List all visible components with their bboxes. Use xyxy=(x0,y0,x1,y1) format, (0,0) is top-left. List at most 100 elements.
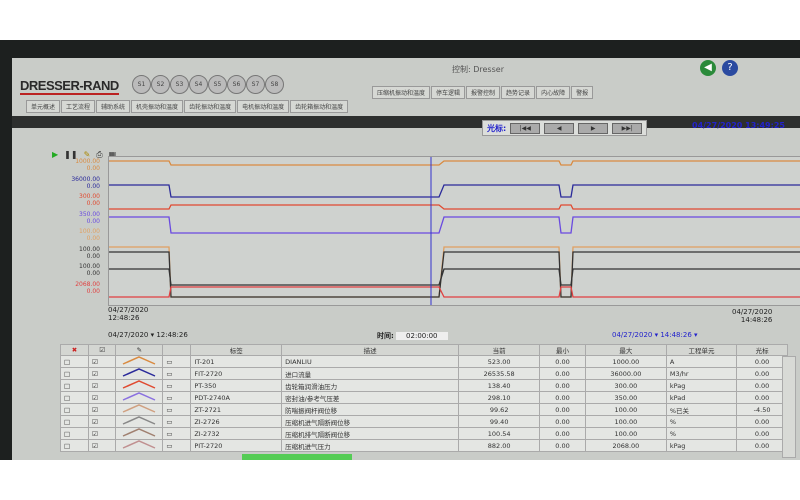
tab-top-5[interactable]: 警报 xyxy=(571,86,594,99)
delete-checkbox[interactable]: □ xyxy=(59,403,90,416)
range-end[interactable]: 04/27/2020 ▾ 14:48:26 ▾ xyxy=(612,331,698,339)
trend-chart[interactable] xyxy=(108,156,800,306)
help-icon[interactable]: ? xyxy=(722,60,738,76)
visible-checkbox[interactable]: ☑ xyxy=(88,367,117,380)
table-row[interactable]: □ ☑ ▭ PT-350 齿轮箱润滑油压力 138.40 0.00 300.00 kPag 0.0… xyxy=(59,379,788,392)
range-end-date[interactable]: 04/27/2020 xyxy=(612,331,653,339)
cursor-prev-button[interactable]: ◀ xyxy=(544,122,575,134)
scale-cell[interactable]: ▭ xyxy=(162,355,192,368)
duration-input[interactable]: 02:00:00 xyxy=(396,332,448,340)
pen-color-swatch[interactable] xyxy=(115,415,164,428)
delete-checkbox[interactable]: □ xyxy=(59,367,90,380)
table-row[interactable]: □ ☑ ▭ PIT-2720 压缩机进气压力 882.00 0.00 2068.00 kPag 0… xyxy=(59,439,788,452)
scale-cell[interactable]: ▭ xyxy=(162,403,192,416)
table-row[interactable]: □ ☑ ▭ PDT-2740A 密封油/参考气压差 298.10 0.00 350.00 kPa… xyxy=(59,391,788,404)
end-date: 04/27/2020 xyxy=(732,308,773,316)
visible-checkbox[interactable]: ☑ xyxy=(88,379,117,392)
max-header: 最大 xyxy=(584,344,667,356)
delete-checkbox[interactable]: □ xyxy=(59,439,90,452)
scale-header xyxy=(162,344,192,356)
table-row[interactable]: □ ☑ ▭ ZI-2732 压缩机排气隔断阀位移 100.54 0.00 100.00% 0.0… xyxy=(59,427,788,440)
unit-button-S6[interactable]: S6 xyxy=(227,75,246,94)
grid-icon[interactable]: ▦ xyxy=(108,150,117,159)
tab-top-2[interactable]: 报警控制 xyxy=(466,86,501,99)
tab-bottom-6[interactable]: 齿轮箱振动和温度 xyxy=(290,100,349,113)
tab-top-4[interactable]: 内心故障 xyxy=(536,86,571,99)
unit-button-S7[interactable]: S7 xyxy=(246,75,265,94)
range-start-date[interactable]: 04/27/2020 xyxy=(108,331,149,339)
tab-bottom-4[interactable]: 齿轮振动和温度 xyxy=(184,100,237,113)
unit-button-S8[interactable]: S8 xyxy=(265,75,284,94)
scale-cell[interactable]: ▭ xyxy=(162,415,192,428)
tab-bottom-5[interactable]: 电机振动和温度 xyxy=(237,100,290,113)
range-start-time[interactable]: 12:48:26 xyxy=(156,331,188,339)
tab-bottom-1[interactable]: 工艺流程 xyxy=(61,100,96,113)
min-cell: 0.00 xyxy=(539,439,586,452)
table-scrollbar[interactable] xyxy=(782,356,796,458)
range-start[interactable]: 04/27/2020 ▾ 12:48:26 xyxy=(108,331,188,339)
min-cell: 0.00 xyxy=(539,367,586,380)
axis-max-3: 350.00 xyxy=(79,210,100,218)
table-row[interactable]: □ ☑ ▭ ZT-2721 防喘振阀杆阀位移 99.62 0.00 100.00 %已关 -4.5… xyxy=(59,403,788,416)
visible-checkbox[interactable]: ☑ xyxy=(88,415,117,428)
pause-icon[interactable]: ❚❚ xyxy=(64,150,78,159)
pen-color-swatch[interactable] xyxy=(115,403,164,416)
range-end-time[interactable]: 14:48:26 xyxy=(660,331,692,339)
visible-checkbox[interactable]: ☑ xyxy=(88,427,117,440)
table-row[interactable]: □ ☑ ▭ ZI-2726 压缩机进气隔断阀位移 99.40 0.00 100.00% 0.00 xyxy=(59,415,788,428)
delete-checkbox[interactable]: □ xyxy=(59,379,90,392)
pen-icon[interactable]: ✎ xyxy=(83,150,91,159)
tab-bottom-3[interactable]: 机壳振动和温度 xyxy=(131,100,184,113)
delete-checkbox[interactable]: □ xyxy=(59,415,90,428)
tag-cell: PIT-2720 xyxy=(190,439,283,452)
pen-color-swatch[interactable] xyxy=(115,379,164,392)
delete-icon[interactable]: ✖ xyxy=(59,344,90,356)
pen-color-swatch[interactable] xyxy=(115,427,164,440)
table-row[interactable]: □ ☑ ▭ IT-201 DIANLIU 523.00 0.00 1000.00 A 0.00 xyxy=(59,355,788,368)
visible-checkbox[interactable]: ☑ xyxy=(88,403,117,416)
unit-button-S4[interactable]: S4 xyxy=(189,75,208,94)
unit-button-S1[interactable]: S1 xyxy=(132,75,151,94)
scale-cell[interactable]: ▭ xyxy=(162,367,192,380)
print-icon[interactable]: ⎙ xyxy=(96,150,103,159)
scale-cell[interactable]: ▭ xyxy=(162,379,192,392)
pen-color-swatch[interactable] xyxy=(115,367,164,380)
current-cell: 99.62 xyxy=(458,403,541,416)
max-cell: 36000.00 xyxy=(584,367,667,380)
pen-color-swatch[interactable] xyxy=(115,439,164,452)
tab-top-0[interactable]: 压缩机振动和温度 xyxy=(372,86,431,99)
trend-line-0 xyxy=(109,160,800,166)
cursor-first-button[interactable]: |◀◀ xyxy=(510,122,541,134)
cursor-next-button[interactable]: ▶ xyxy=(578,122,609,134)
delete-checkbox[interactable]: □ xyxy=(59,355,90,368)
tab-top-1[interactable]: 停车逻辑 xyxy=(431,86,466,99)
current-header: 当前 xyxy=(458,344,541,356)
top-tab-row: 压缩机振动和温度 停车逻辑 报警控制 趋势记录 内心故障 警报 xyxy=(372,86,594,99)
tab-top-3[interactable]: 趋势记录 xyxy=(501,86,536,99)
scale-cell[interactable]: ▭ xyxy=(162,439,192,452)
axis-min-4: 0.00 xyxy=(86,235,100,242)
tab-bottom-0[interactable]: 单元概述 xyxy=(26,100,61,113)
trend-line-4 xyxy=(109,246,800,298)
visible-checkbox[interactable]: ☑ xyxy=(88,391,117,404)
unit-button-S5[interactable]: S5 xyxy=(208,75,227,94)
visible-checkbox[interactable]: ☑ xyxy=(88,355,117,368)
min-cell: 0.00 xyxy=(539,415,586,428)
play-icon[interactable]: ▶ xyxy=(52,150,59,159)
table-row[interactable]: □ ☑ ▭ FIT-2720 进口流量 26535.58 0.00 36000.00 M3/hr… xyxy=(59,367,788,380)
axis-max-1: 36000.00 xyxy=(71,175,100,183)
pen-color-swatch[interactable] xyxy=(115,355,164,368)
delete-checkbox[interactable]: □ xyxy=(59,427,90,440)
unit-button-S3[interactable]: S3 xyxy=(170,75,189,94)
duration[interactable]: 时间: 02:00:00 xyxy=(377,331,448,341)
visible-checkbox[interactable]: ☑ xyxy=(88,439,117,452)
min-cell: 0.00 xyxy=(539,403,586,416)
scale-cell[interactable]: ▭ xyxy=(162,427,192,440)
unit-button-S2[interactable]: S2 xyxy=(151,75,170,94)
scale-cell[interactable]: ▭ xyxy=(162,391,192,404)
delete-checkbox[interactable]: □ xyxy=(59,391,90,404)
cursor-last-button[interactable]: ▶▶| xyxy=(612,122,643,134)
pen-color-swatch[interactable] xyxy=(115,391,164,404)
tab-bottom-2[interactable]: 辅助系统 xyxy=(96,100,131,113)
back-icon[interactable]: ◀ xyxy=(700,60,716,76)
